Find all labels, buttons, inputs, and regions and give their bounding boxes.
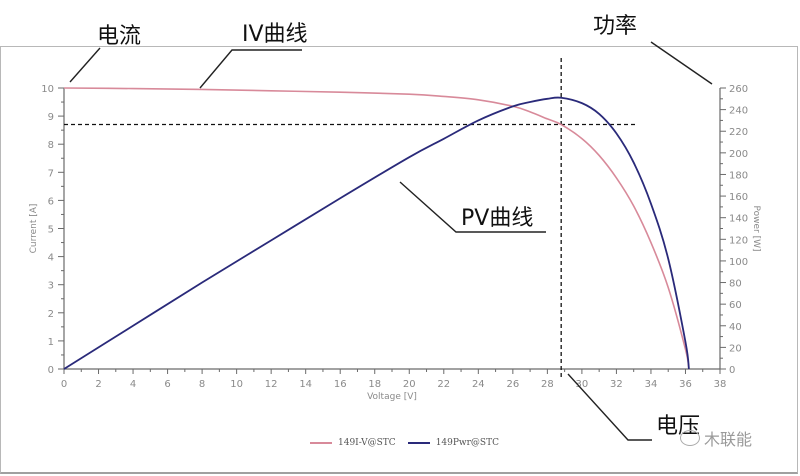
x-tick-label: 12 (265, 379, 278, 390)
chart-frame (0, 46, 798, 474)
legend-label-pwr: 149Pwr@STC (435, 438, 499, 448)
leader-power (650, 41, 713, 85)
leader-iv-curve (199, 49, 302, 89)
y-right-tick-label: 60 (729, 300, 742, 311)
y-right-tick-label: 80 (729, 279, 742, 290)
data-series (63, 87, 690, 370)
x-tick-label: 28 (541, 379, 554, 390)
x-tick-label: 14 (299, 379, 312, 390)
annotation-pv-curve: PV曲线 (461, 206, 534, 231)
y-left-tick-label: 6 (48, 196, 54, 207)
leader-voltage (567, 373, 652, 441)
y-right-tick-label: 0 (729, 365, 735, 376)
annotation-current: 电流 (97, 24, 142, 49)
x-tick-label: 16 (334, 379, 347, 390)
watermark-text: 木联能 (704, 430, 753, 449)
y-left-tick-label: 5 (48, 225, 54, 236)
y-left-axis-label: Current [A] (29, 204, 39, 254)
y-left-tick-label: 2 (48, 309, 54, 320)
legend: 149I-V@STC 149Pwr@STC (310, 438, 499, 448)
legend-swatch-pwr (407, 442, 430, 444)
axes: 0 2 4 6 8 10 12 14 16 18 20 22 24 26 28 30 32 34 36 38Volta… (29, 84, 761, 402)
y-left-tick-label: 1 (48, 337, 54, 348)
annotation-iv-curve: IV曲线 (242, 22, 308, 47)
y-left-tick-label: 10 (41, 84, 54, 95)
iv-curve (63, 87, 690, 370)
y-right-tick-label: 40 (729, 322, 742, 333)
annotation-power: 功率 (593, 14, 638, 39)
y-left-tick-label: 3 (48, 281, 54, 292)
y-right-tick-label: 260 (729, 84, 748, 95)
y-right-tick-label: 120 (729, 235, 748, 246)
x-tick-label: 18 (368, 379, 381, 390)
y-left-tick-label: 8 (48, 140, 54, 151)
x-tick-label: 0 (61, 379, 67, 390)
y-right-tick-label: 180 (729, 170, 748, 181)
x-tick-label: 38 (714, 379, 727, 390)
y-right-tick-label: 220 (729, 127, 748, 138)
y-right-tick-label: 100 (729, 257, 748, 268)
x-axis-label: Voltage [V] (367, 392, 417, 402)
y-left-tick-label: 7 (48, 168, 54, 179)
reference-lines (64, 58, 636, 379)
x-tick-label: 22 (437, 379, 450, 390)
x-tick-label: 24 (472, 379, 485, 390)
annotation-leader-lines (69, 41, 713, 441)
legend-label-iv: 149I-V@STC (338, 438, 396, 448)
y-left-tick-label: 0 (48, 365, 54, 376)
x-tick-label: 4 (130, 379, 136, 390)
y-left-tick-label: 9 (48, 112, 54, 123)
y-right-tick-label: 160 (729, 192, 748, 203)
leader-current (69, 47, 101, 83)
x-tick-label: 32 (610, 379, 623, 390)
x-tick-label: 20 (403, 379, 416, 390)
x-tick-label: 10 (230, 379, 243, 390)
x-tick-label: 8 (199, 379, 205, 390)
x-tick-label: 34 (645, 379, 658, 390)
y-right-tick-label: 240 (729, 106, 748, 117)
y-right-tick-label: 200 (729, 149, 748, 160)
y-right-axis-label: Power [W] (751, 206, 761, 252)
x-tick-label: 26 (506, 379, 519, 390)
pv-curve (63, 96, 690, 370)
x-tick-label: 2 (95, 379, 101, 390)
y-right-tick-label: 20 (729, 343, 742, 354)
leader-pv-curve (399, 181, 546, 233)
x-tick-label: 36 (679, 379, 692, 390)
wechat-logo-icon (680, 430, 700, 446)
legend-swatch-iv (310, 442, 332, 444)
x-tick-label: 30 (576, 379, 589, 390)
x-tick-label: 6 (164, 379, 170, 390)
watermark: 木联能 (680, 426, 752, 450)
y-left-tick-label: 4 (48, 253, 54, 264)
y-right-tick-label: 140 (729, 214, 748, 225)
